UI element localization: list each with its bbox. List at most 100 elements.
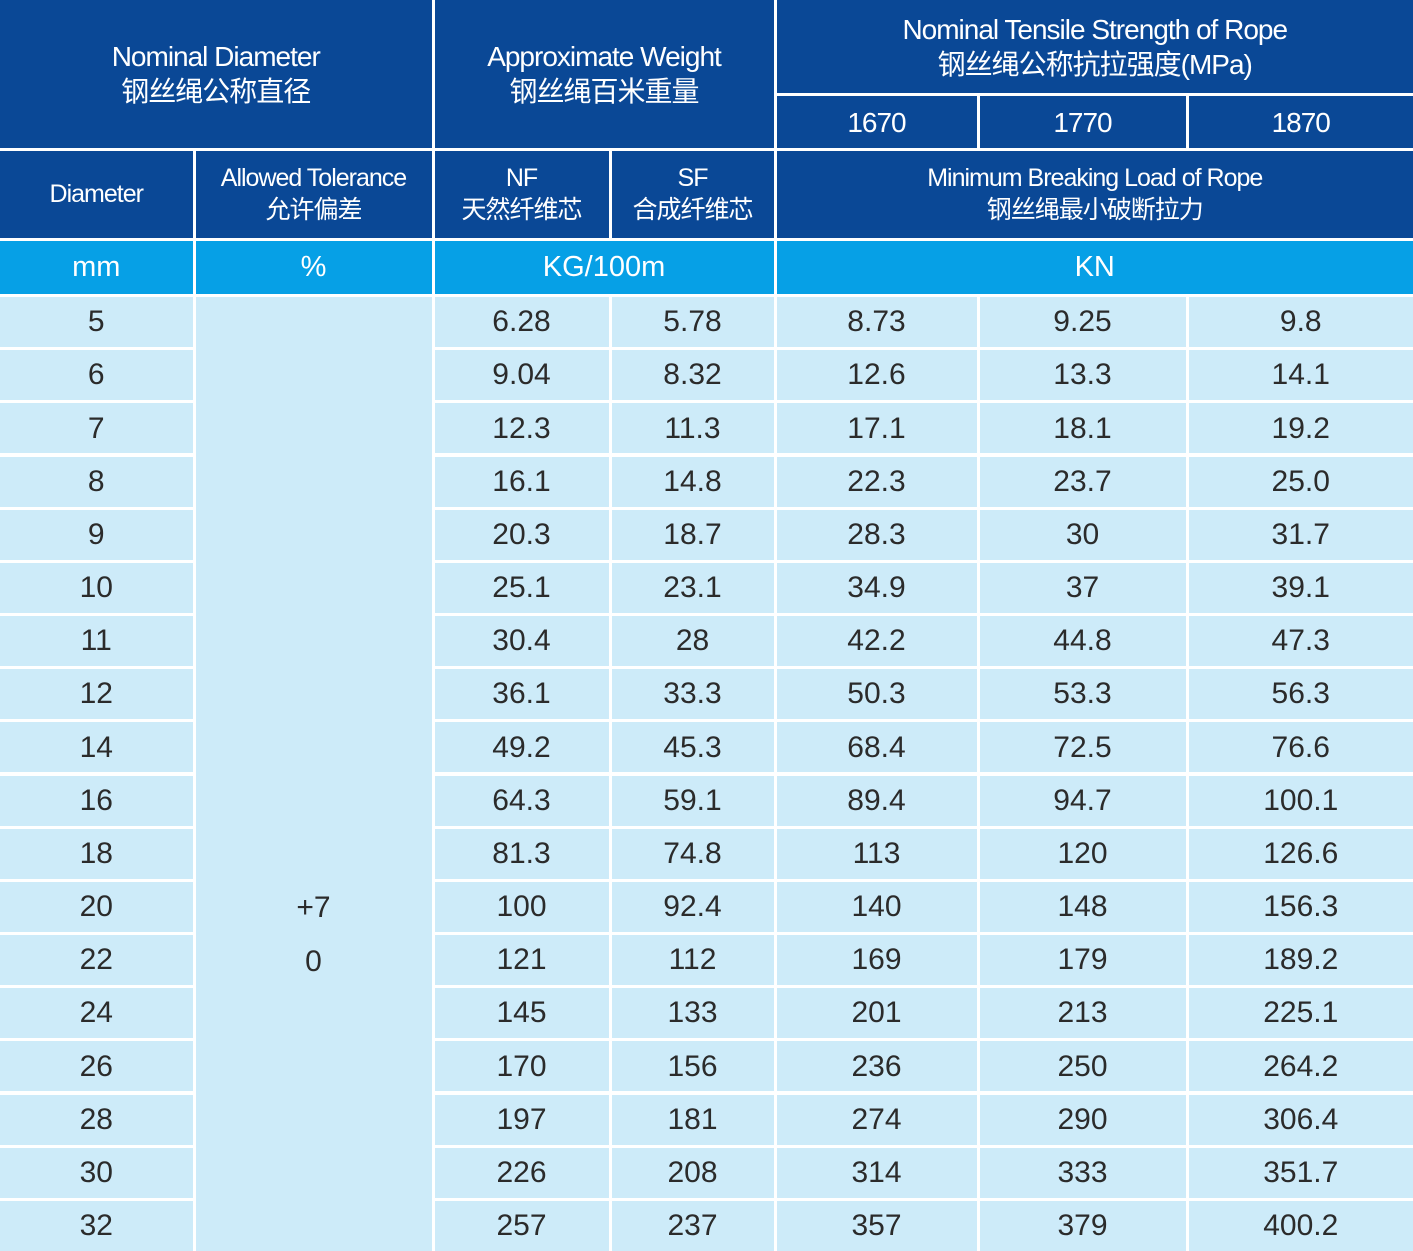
cell-text: 169 [851,943,902,977]
header-cell: Nominal Tensile Strength of Rope 钢丝绳公称抗拉强… [776,0,1413,93]
cell-text: 5 [87,305,105,339]
cell-text: 25.0 [1271,464,1330,498]
data-cell: 49.2 [434,722,609,773]
cell-text: 6 [87,358,105,392]
data-cell: 31.7 [1188,509,1413,560]
cell-text: KG/100m [542,251,666,284]
data-cell: 140 [776,881,977,932]
data-cell: 236 [776,1041,977,1092]
data-cell: 44.8 [979,616,1186,667]
cell-text: 56.3 [1271,677,1330,711]
cell-text: NF [505,164,538,193]
cell-text: Nominal Diameter [111,41,321,72]
cell-text: 28 [675,624,710,658]
cell-text: 213 [1057,996,1108,1030]
cell-text: 14.8 [663,464,722,498]
data-cell: 13.3 [979,350,1186,401]
cell-text: 50.3 [847,677,906,711]
cell-text: 306.4 [1263,1102,1339,1136]
cell-text: 237 [667,1209,718,1243]
data-cell: 9.25 [979,297,1186,348]
cell-text: 100.1 [1263,783,1339,817]
data-cell: 213 [979,988,1186,1039]
data-cell: 12.6 [776,350,977,401]
cell-text: 钢丝绳公称直径 [121,76,311,107]
cell-text: 32 [79,1209,113,1243]
data-cell: 37 [979,562,1186,613]
cell-text: 20 [79,890,113,924]
cell-text: Allowed Tolerance [220,164,407,193]
cell-text: 34.9 [847,571,906,605]
cell-text: SF [677,164,709,193]
data-cell: 36.1 [434,669,609,720]
cell-text: 264.2 [1263,1049,1339,1083]
data-cell: 33.3 [611,669,774,720]
cell-text: 126.6 [1263,836,1339,870]
data-cell: 208 [611,1147,774,1198]
header-cell: NF 天然纤维芯 [434,151,609,238]
data-cell: 28 [611,616,774,667]
cell-text: 11 [80,624,112,658]
data-cell: 11 [0,616,193,667]
data-cell: 28.3 [776,509,977,560]
cell-text: Minimum Breaking Load of Rope [927,164,1263,193]
data-cell: 8.32 [611,350,774,401]
cell-text: 25.1 [492,571,551,605]
cell-text: 250 [1057,1049,1108,1083]
cell-text: 9.04 [492,358,551,392]
data-cell: 12 [0,669,193,720]
data-cell: 274 [776,1094,977,1145]
data-cell: 11.3 [611,403,774,454]
data-cell: 121 [434,935,609,986]
data-cell: 14.1 [1188,350,1413,401]
data-cell: 59.1 [611,775,774,826]
data-cell: 290 [979,1094,1186,1145]
cell-text: 39.1 [1271,571,1330,605]
cell-text: 189.2 [1263,943,1339,977]
cell-text: 合成纤维芯 [632,195,753,224]
cell-text: 9 [87,517,105,551]
cell-text: 400.2 [1263,1209,1339,1243]
header-cell: 1870 [1188,96,1413,148]
cell-text: 121 [496,943,547,977]
cell-text: KN [1074,251,1115,284]
cell-text: 133 [667,996,718,1030]
cell-text: 226 [496,1155,547,1189]
data-cell: 145 [434,988,609,1039]
header-cell: 1670 [776,96,977,148]
data-cell: 351.7 [1188,1147,1413,1198]
data-cell: 20.3 [434,509,609,560]
cell-text: 28 [79,1102,113,1136]
cell-text: 14 [79,730,113,764]
data-cell: 14 [0,722,193,773]
cell-text: 31.7 [1271,517,1330,551]
cell-text: 5.78 [663,305,722,339]
cell-text: 76.6 [1271,730,1330,764]
data-cell: 16 [0,775,193,826]
data-cell: 156.3 [1188,881,1413,932]
data-cell: 181 [611,1094,774,1145]
unit-cell: KG/100m [434,241,774,294]
cell-text: 47.3 [1271,624,1330,658]
data-cell: 148 [979,881,1186,932]
cell-text: 68.4 [847,730,906,764]
cell-text: 6.28 [492,305,551,339]
data-cell: 156 [611,1041,774,1092]
data-cell: 112 [611,935,774,986]
cell-text: 81.3 [492,836,551,870]
header-cell: Approximate Weight 钢丝绳百米重量 [434,0,774,148]
data-cell: 18.1 [979,403,1186,454]
data-cell: 20 [0,881,193,932]
cell-text: 64.3 [492,783,551,817]
data-cell: 22.3 [776,456,977,507]
cell-text: 12 [79,677,113,711]
data-cell: 133 [611,988,774,1039]
cell-text: 1870 [1271,106,1331,138]
data-cell: 379 [979,1200,1186,1251]
cell-text: 208 [667,1155,718,1189]
cell-text: 92.4 [663,890,722,924]
data-cell: 25.0 [1188,456,1413,507]
cell-text: 89.4 [847,783,906,817]
data-cell: 179 [979,935,1186,986]
